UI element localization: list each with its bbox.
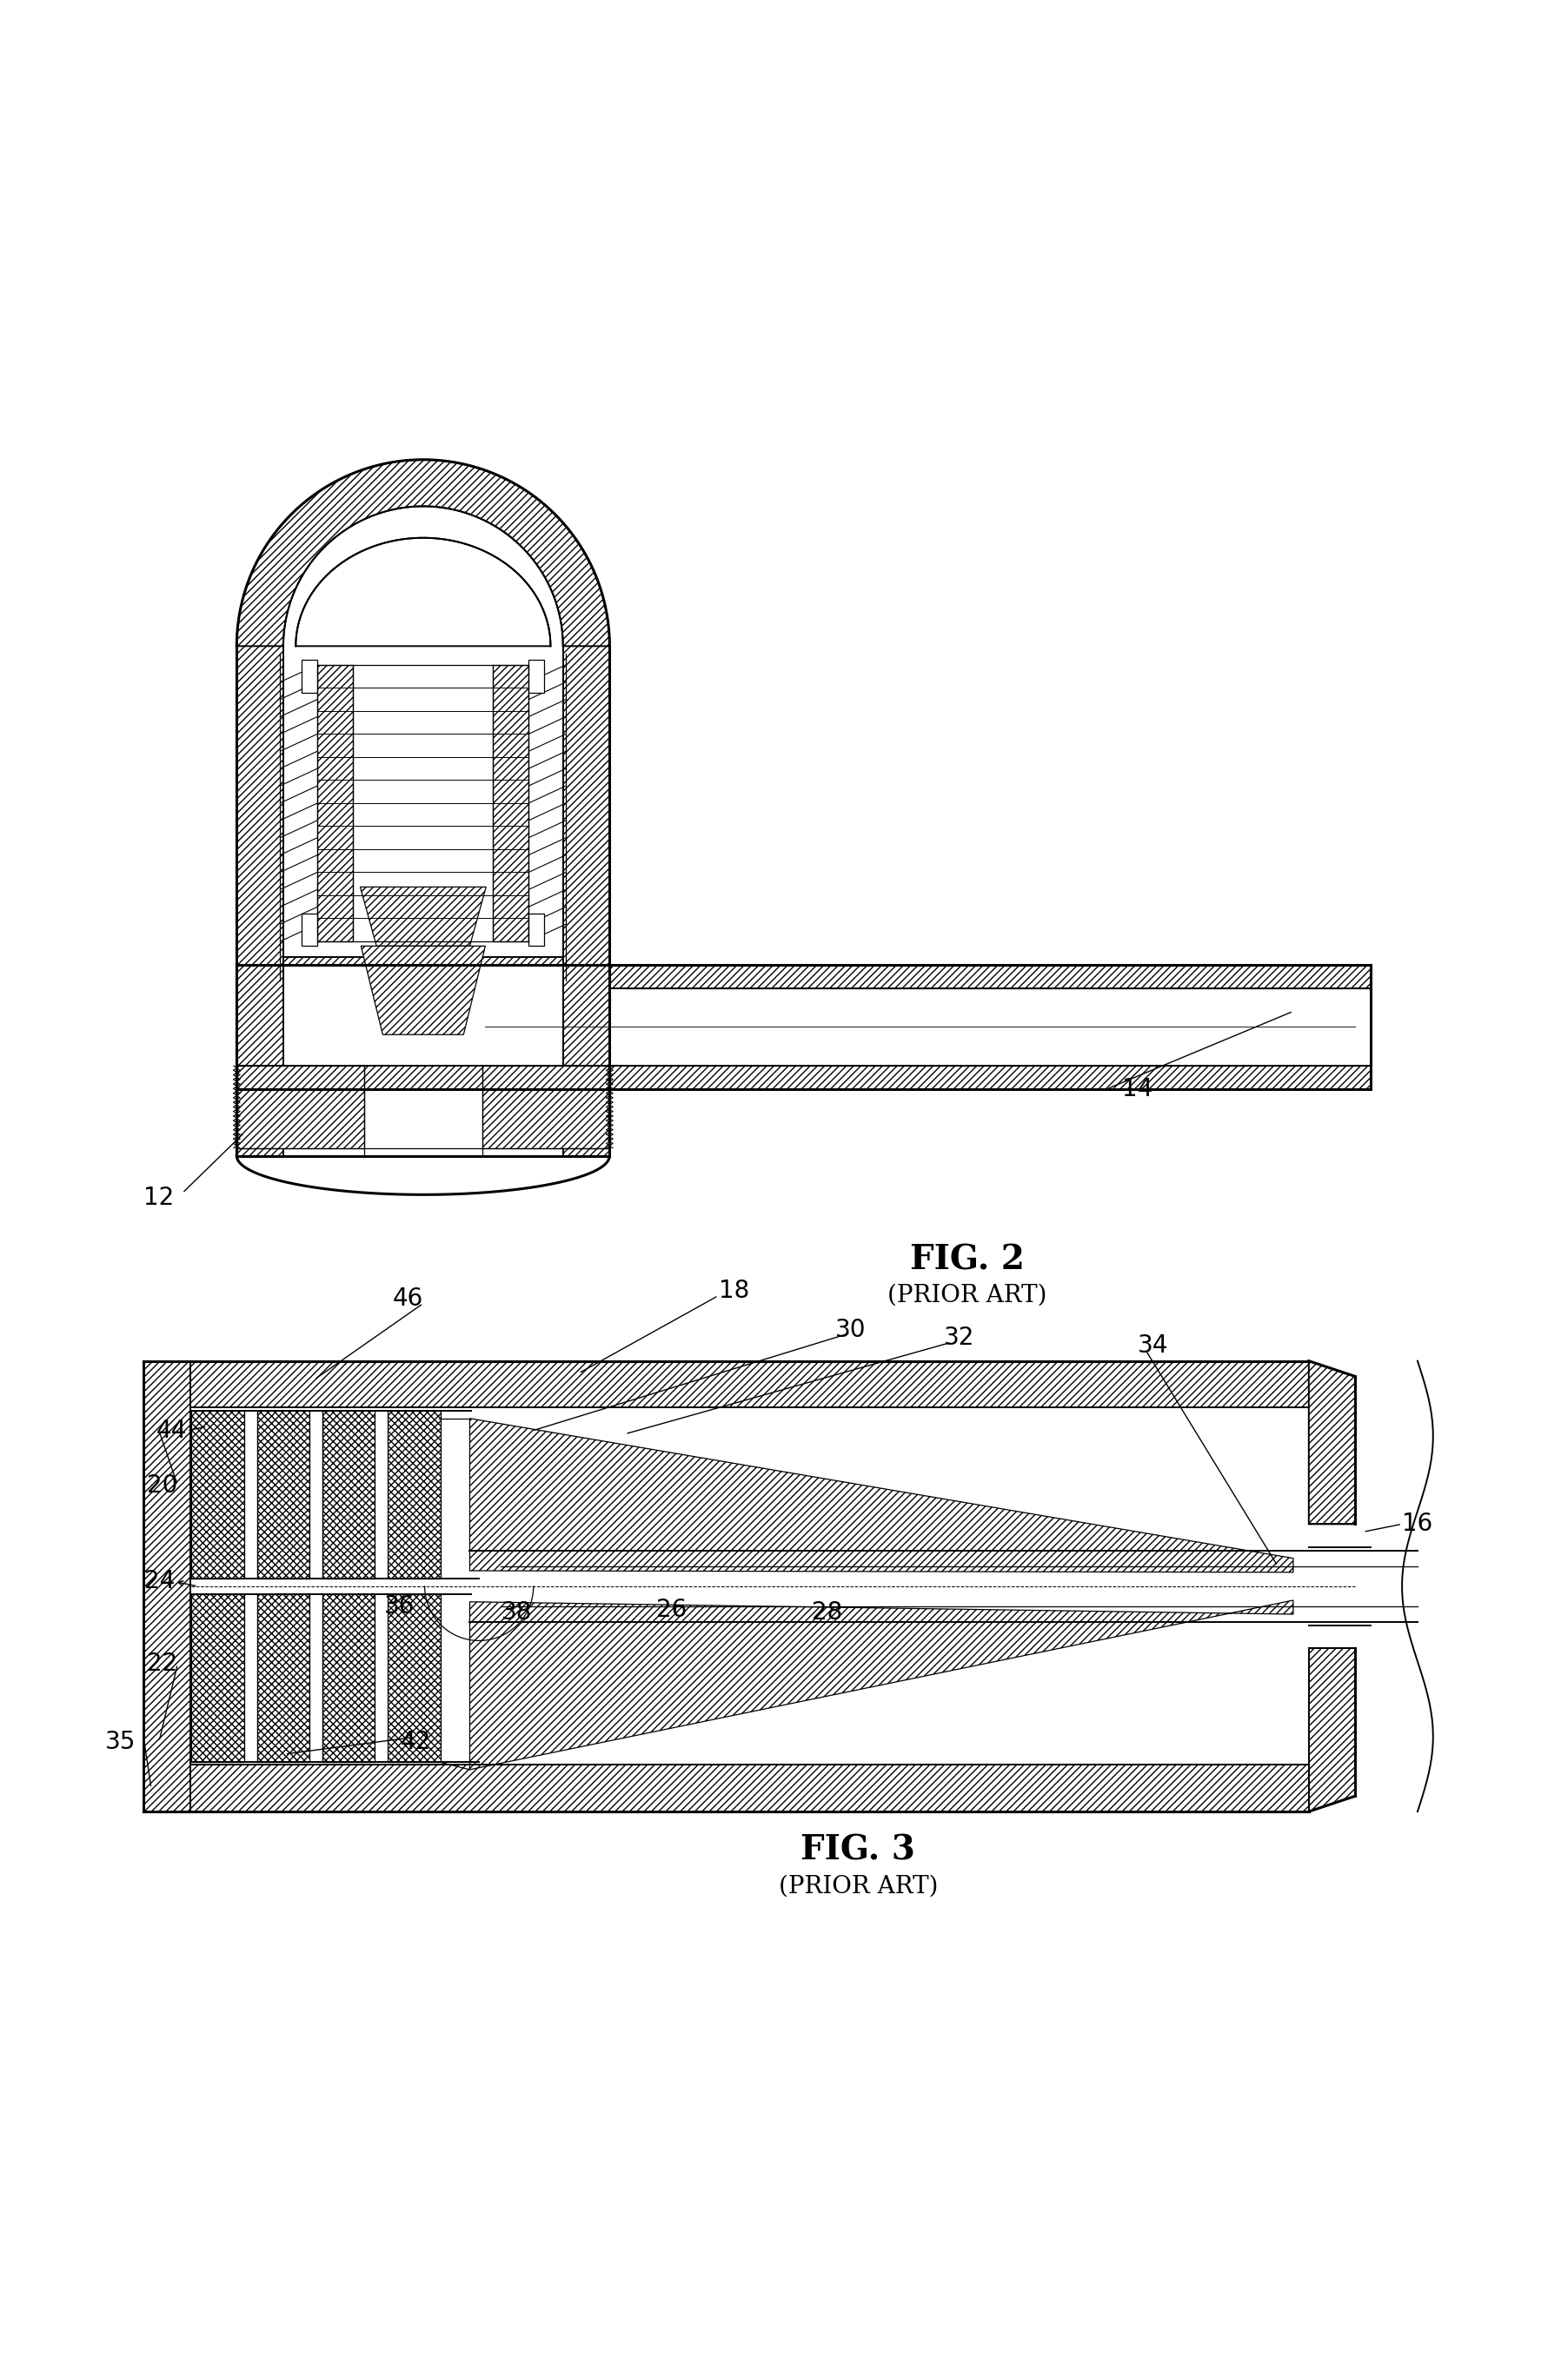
Text: 26: 26 xyxy=(657,1597,687,1621)
Polygon shape xyxy=(317,664,353,942)
Polygon shape xyxy=(361,945,485,1035)
Text: 14: 14 xyxy=(1122,1076,1154,1102)
Polygon shape xyxy=(1308,1361,1355,1523)
Text: 32: 32 xyxy=(944,1326,974,1349)
Polygon shape xyxy=(301,659,317,693)
Polygon shape xyxy=(144,1361,1308,1407)
Text: 16: 16 xyxy=(1402,1511,1433,1535)
Polygon shape xyxy=(237,1066,1371,1090)
Text: 36: 36 xyxy=(384,1595,415,1618)
Text: FIG. 3: FIG. 3 xyxy=(801,1835,915,1866)
Polygon shape xyxy=(322,1595,375,1761)
Polygon shape xyxy=(610,964,1371,988)
Text: FIG. 2: FIG. 2 xyxy=(910,1242,1024,1276)
Polygon shape xyxy=(144,1766,1308,1811)
Polygon shape xyxy=(192,1411,245,1578)
Text: 24: 24 xyxy=(144,1568,175,1595)
Polygon shape xyxy=(258,1595,309,1761)
Polygon shape xyxy=(564,645,610,1157)
Polygon shape xyxy=(237,645,283,1157)
Text: 28: 28 xyxy=(812,1599,843,1626)
Polygon shape xyxy=(470,1599,1293,1771)
Text: 46: 46 xyxy=(392,1288,423,1311)
Text: 44: 44 xyxy=(156,1418,187,1442)
Polygon shape xyxy=(237,645,610,1157)
Polygon shape xyxy=(529,914,545,945)
Polygon shape xyxy=(237,459,610,645)
Polygon shape xyxy=(1308,1649,1355,1811)
Text: 30: 30 xyxy=(835,1319,866,1342)
Polygon shape xyxy=(295,538,551,645)
Text: 18: 18 xyxy=(718,1278,749,1304)
Text: 35: 35 xyxy=(105,1730,136,1754)
Polygon shape xyxy=(361,888,485,945)
Polygon shape xyxy=(529,659,545,693)
Polygon shape xyxy=(387,1595,440,1761)
Text: 34: 34 xyxy=(1138,1333,1169,1357)
Text: 22: 22 xyxy=(147,1652,178,1676)
Polygon shape xyxy=(192,1595,245,1761)
Polygon shape xyxy=(144,1361,190,1811)
Text: (PRIOR ART): (PRIOR ART) xyxy=(779,1875,938,1897)
Polygon shape xyxy=(470,1418,1293,1573)
Text: 42: 42 xyxy=(400,1730,431,1754)
Text: 12: 12 xyxy=(144,1185,175,1209)
Polygon shape xyxy=(237,1066,364,1147)
Text: 38: 38 xyxy=(501,1599,532,1626)
Polygon shape xyxy=(482,1066,610,1147)
Polygon shape xyxy=(493,664,529,942)
Text: 20: 20 xyxy=(147,1473,178,1497)
Polygon shape xyxy=(322,1411,375,1578)
Polygon shape xyxy=(258,1411,309,1578)
Polygon shape xyxy=(301,914,317,945)
Polygon shape xyxy=(387,1411,440,1578)
Text: (PRIOR ART): (PRIOR ART) xyxy=(887,1283,1047,1307)
